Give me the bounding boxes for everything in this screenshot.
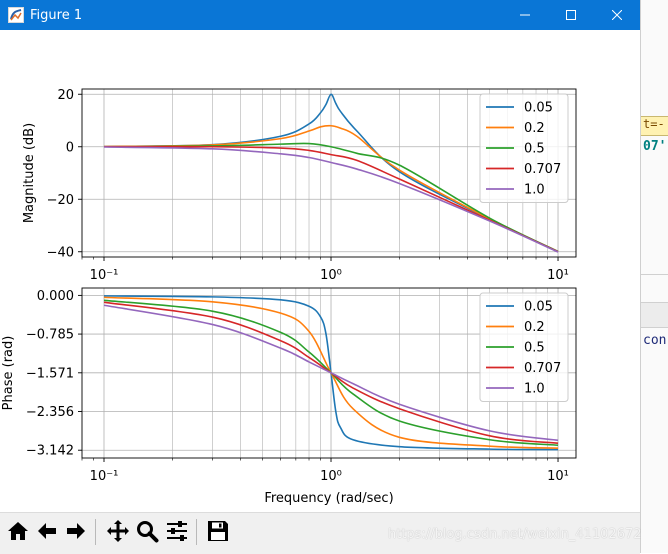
code-fragment: con <box>643 333 667 348</box>
highlighted-line <box>641 116 668 136</box>
axes-frame <box>81 88 577 258</box>
legend: 0.05 0.2 0.5 0.707 1.0 <box>479 292 569 402</box>
panel-strip <box>641 302 668 328</box>
legend-label: 1.0 <box>524 183 545 198</box>
close-icon <box>612 10 622 20</box>
series-line-0.707 <box>103 145 559 253</box>
y-tick-label: −3.142 <box>26 444 74 459</box>
code-fragment: 07' <box>643 139 667 154</box>
home-icon <box>8 522 28 540</box>
magnitude-axes: 20 0 −20 −40 10⁻¹ 10⁰ 10¹ Magnitude (dB) 0.05 0.2… <box>22 88 577 283</box>
figure-canvas[interactable]: 20 0 −20 −40 10⁻¹ 10⁰ 10¹ Magnitude (dB) 0.05 0.2… <box>0 30 640 512</box>
divider <box>641 274 668 275</box>
series-line-0.2 <box>103 124 559 253</box>
y-tick-label: −1.571 <box>26 366 74 381</box>
series-line-0.5 <box>103 142 559 253</box>
x-tick-label: 10⁻¹ <box>90 469 119 484</box>
y-axis-label: Magnitude (dB) <box>22 123 37 223</box>
window-title: Figure 1 <box>30 7 83 23</box>
series-line-1.0 <box>103 146 559 253</box>
minimize-icon <box>520 14 530 16</box>
save-icon <box>208 521 228 541</box>
x-tick-label: 10¹ <box>547 268 569 283</box>
maximize-button[interactable] <box>548 0 594 30</box>
y-tick-label: 20 <box>57 88 74 103</box>
y-tick-label: 0 <box>66 140 74 155</box>
bode-plot: 20 0 −20 −40 10⁻¹ 10⁰ 10¹ Magnitude (dB) 0.05 0.2… <box>1 88 577 506</box>
y-axis-label: Phase (rad) <box>1 336 16 411</box>
navigation-toolbar <box>0 512 640 554</box>
minimize-button[interactable] <box>502 0 548 30</box>
configure-subplots-icon <box>167 521 187 541</box>
pan-button[interactable] <box>104 517 132 545</box>
zoom-button[interactable] <box>133 517 161 545</box>
y-tick-label: −20 <box>47 193 74 208</box>
zoom-icon <box>137 521 159 543</box>
legend-label: 0.2 <box>524 121 545 136</box>
home-button[interactable] <box>4 517 32 545</box>
x-tick-label: 10⁻¹ <box>90 268 119 283</box>
y-tick-label: 0.000 <box>37 289 74 304</box>
legend-label: 0.05 <box>524 101 553 116</box>
x-tick-label: 10⁰ <box>320 469 342 484</box>
save-button[interactable] <box>204 517 232 545</box>
close-button[interactable] <box>594 0 640 30</box>
legend-box <box>479 93 569 203</box>
x-tick-label: 10⁰ <box>320 268 342 283</box>
legend-label: 0.5 <box>524 142 545 157</box>
forward-button[interactable] <box>62 517 90 545</box>
legend-label: 0.05 <box>524 300 553 315</box>
legend-label: 1.0 <box>524 382 545 397</box>
phase-axes: 0.000 −0.785 −1.571 −2.356 −3.142 10⁻¹ 10⁰ 10¹ P… <box>1 287 577 506</box>
legend-label: 0.2 <box>524 320 545 335</box>
forward-arrow-icon <box>67 523 85 539</box>
title-bar[interactable]: Figure 1 <box>0 0 640 30</box>
legend-box <box>479 292 569 402</box>
pan-icon <box>107 520 129 542</box>
figure-window: Figure 1 20 0 −20 −40 10⁻¹ 10⁰ 10¹ Magnitude (d… <box>0 0 641 554</box>
back-button[interactable] <box>33 517 61 545</box>
background-editor-strip: t=- 07' con <box>641 0 668 553</box>
configure-subplots-button[interactable] <box>163 517 191 545</box>
y-tick-label: −0.785 <box>26 328 74 343</box>
x-tick-label: 10¹ <box>547 469 569 484</box>
toolbar-separator <box>196 519 197 545</box>
watermark: https://blog.csdn.net/weixin_41102672 <box>388 527 642 542</box>
series-line-0.05 <box>103 93 559 253</box>
legend-label: 0.707 <box>524 361 561 376</box>
series-line-1.0 <box>103 304 559 442</box>
code-fragment: t=- <box>643 117 665 131</box>
y-tick-label: −40 <box>47 245 74 260</box>
y-tick-label: −2.356 <box>26 405 74 420</box>
maximize-icon <box>566 10 576 20</box>
legend-label: 0.5 <box>524 341 545 356</box>
legend-label: 0.707 <box>524 162 561 177</box>
legend: 0.05 0.2 0.5 0.707 1.0 <box>479 93 569 203</box>
app-icon <box>8 7 24 23</box>
toolbar-separator <box>95 519 96 545</box>
x-axis-label: Frequency (rad/sec) <box>264 491 393 506</box>
back-arrow-icon <box>38 523 56 539</box>
